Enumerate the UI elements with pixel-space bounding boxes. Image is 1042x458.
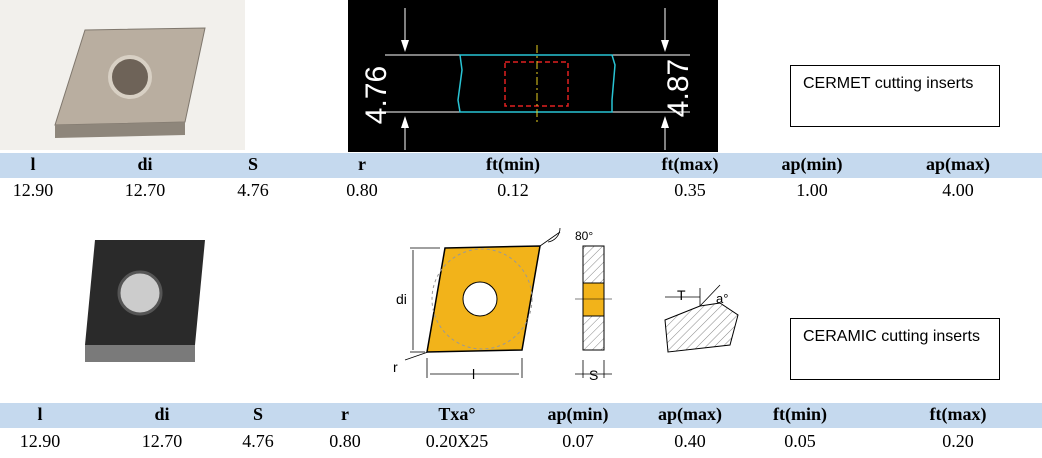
table-cell: 0.12 (497, 180, 529, 200)
table-header: ft(min) (773, 404, 827, 424)
dimension-label: S (589, 367, 598, 383)
table-cell: 1.00 (796, 180, 828, 200)
table-header: di (154, 404, 170, 424)
table-cell: 4.76 (242, 431, 274, 451)
table-header: ap(max) (658, 404, 722, 424)
table-cell: 12.70 (141, 431, 183, 451)
table-cell: 0.35 (674, 180, 706, 200)
table-header: ap(max) (926, 154, 990, 174)
table-header: di (137, 154, 153, 174)
table-header-band (0, 153, 1042, 178)
table-header: r (341, 404, 349, 424)
table-header: S (247, 154, 259, 174)
table-cell: 0.20 (942, 431, 974, 451)
table-header: S (252, 404, 264, 424)
dimension-label: T (677, 287, 686, 303)
table-header: l (37, 404, 43, 424)
dimension-label: l (472, 366, 475, 382)
table-cell: 0.07 (562, 431, 594, 451)
table-cell: 4.00 (942, 180, 974, 200)
label-box: CERMET cutting inserts (790, 65, 1000, 127)
dimension-label: 4.87 (662, 59, 695, 117)
table-header: l (30, 154, 36, 174)
table-header: Txa° (438, 404, 476, 424)
table-cell: 12.90 (19, 431, 61, 451)
cermet-drawing: 4.76 4.87 (348, 0, 718, 152)
table-cell: 12.70 (124, 180, 166, 200)
table-cell: 0.80 (346, 180, 378, 200)
dimension-label: 4.76 (360, 66, 393, 124)
cermet-photo (0, 0, 245, 150)
dimension-label: r (393, 359, 398, 375)
table-cell: 4.76 (237, 180, 269, 200)
table-cell: 12.90 (12, 180, 54, 200)
table-cell: 0.20X25 (425, 431, 489, 451)
table-header: ft(max) (929, 404, 987, 424)
ceramic-drawing: 80° di r l S T a° (393, 227, 739, 383)
table-cell: 0.80 (329, 431, 361, 451)
table-cell: 0.40 (674, 431, 706, 451)
table-header: ft(min) (486, 154, 540, 174)
table-header: ft(max) (661, 154, 719, 174)
table-cell: 0.05 (784, 431, 816, 451)
dimension-label: 80° (575, 229, 593, 243)
label-box: CERAMIC cutting inserts (790, 318, 1000, 380)
dimension-label: a° (716, 291, 728, 306)
table-header: r (358, 154, 366, 174)
ceramic-photo (85, 240, 205, 362)
table-header: ap(min) (781, 154, 843, 174)
dimension-label: di (396, 291, 407, 307)
table-header: ap(min) (547, 404, 609, 424)
table-header-band (0, 403, 1042, 428)
